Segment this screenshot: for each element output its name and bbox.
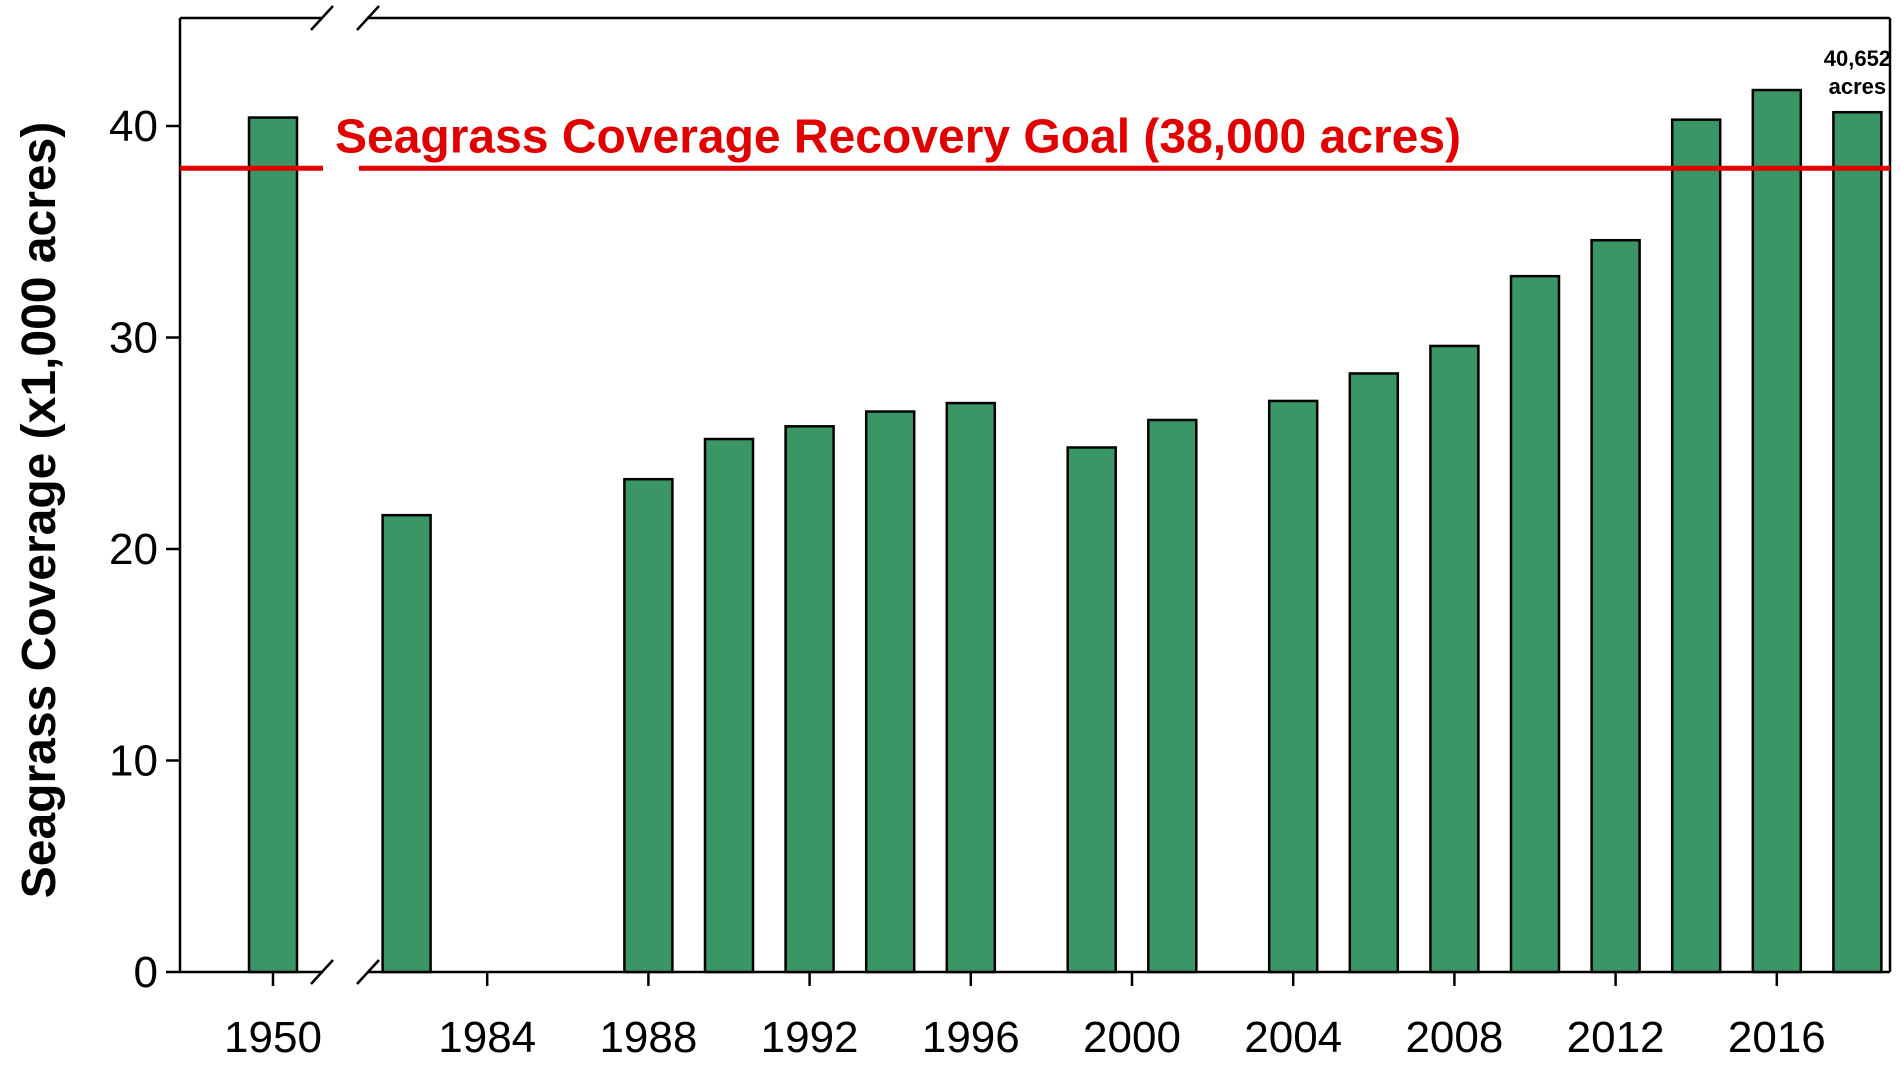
bar-2014: [1670, 118, 1722, 974]
bar-2016: [1751, 88, 1803, 974]
bar-2006: [1348, 372, 1400, 974]
bar-2008: [1429, 344, 1480, 974]
axis-break-mark: [356, 5, 380, 31]
axis-break-mark: [310, 959, 334, 985]
x-tick-label: 1950: [224, 1013, 322, 1062]
bar-2012: [1590, 238, 1641, 974]
bar-1992: [784, 425, 835, 974]
x-tick-label: 1996: [922, 1013, 1020, 1062]
x-tick-label: 2000: [1083, 1013, 1181, 1062]
axis-break-mark: [356, 959, 380, 985]
annotation-value: 40,652: [1824, 46, 1891, 71]
bar-1999: [1066, 446, 1117, 974]
x-tick-label: 2016: [1728, 1013, 1826, 1062]
bar-1990: [703, 437, 755, 974]
bar-1994: [864, 410, 916, 974]
y-tick-label: 10: [109, 737, 158, 786]
x-tick-label: 1988: [599, 1013, 697, 1062]
annotation-unit: acres: [1829, 74, 1887, 99]
bar-2004: [1267, 399, 1319, 974]
bar-1982: [381, 513, 432, 974]
bar-2001: [1147, 418, 1198, 974]
labels-layer: 0 10 20 30 40 1950 1984 1988 1992 1996 2000 2004 200…: [109, 46, 1891, 1062]
x-tick-label: 1992: [761, 1013, 859, 1062]
x-tick-label: 2004: [1244, 1013, 1342, 1062]
bar-2010: [1509, 274, 1561, 974]
goal-line-label: Seagrass Coverage Recovery Goal (38,000 …: [335, 110, 1461, 163]
bar-2018: [1832, 110, 1883, 974]
bar-1988: [623, 477, 674, 974]
y-axis-title: Seagrass Coverage (x1,000 acres): [13, 122, 66, 899]
bars-layer: [247, 88, 1883, 974]
y-tick-label: 40: [109, 102, 158, 151]
y-axis-title-group: Seagrass Coverage (x1,000 acres): [13, 122, 66, 899]
y-tick-label: 0: [134, 948, 158, 997]
x-tick-label: 1984: [438, 1013, 536, 1062]
y-tick-label: 30: [109, 314, 158, 363]
x-tick-label: 2008: [1405, 1013, 1503, 1062]
bar-1996: [945, 401, 997, 974]
axis-break-mark: [310, 5, 334, 31]
x-tick-label: 2012: [1567, 1013, 1665, 1062]
bar-1950: [247, 116, 299, 974]
y-tick-label: 20: [109, 525, 158, 574]
